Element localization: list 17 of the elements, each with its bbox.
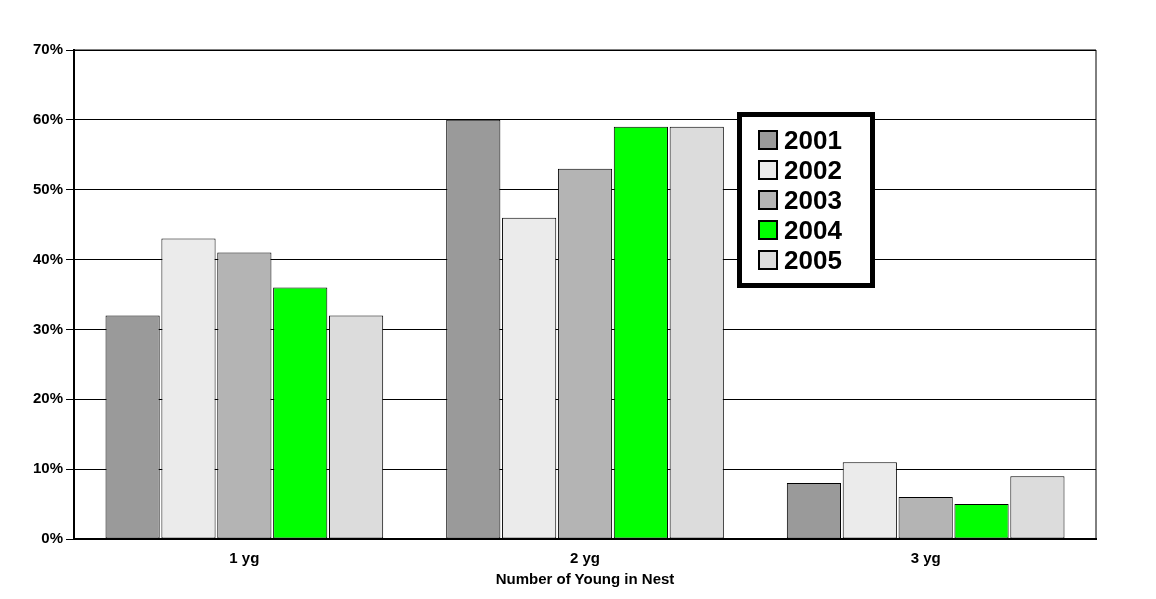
legend-label: 2005 xyxy=(784,245,842,275)
y-tick-label: 20% xyxy=(32,389,64,407)
legend-label: 2002 xyxy=(784,155,842,185)
legend-label: 2001 xyxy=(784,125,842,155)
y-tick-label: 50% xyxy=(32,179,64,197)
y-tick-label: 10% xyxy=(32,459,64,477)
x-tick-label: 2 yg xyxy=(570,549,601,567)
legend-label: 2004 xyxy=(784,215,842,245)
y-tick-label: 70% xyxy=(32,40,64,58)
x-axis-title: Number of Young in Nest xyxy=(495,570,675,588)
y-tick-label: 60% xyxy=(32,110,64,127)
y-tick-label: 0% xyxy=(41,529,64,547)
x-tick-label: 1 yg xyxy=(229,549,260,567)
y-tick-label: 30% xyxy=(32,319,64,337)
y-tick-label: 40% xyxy=(32,249,64,267)
x-tick-label: 3 yg xyxy=(910,549,941,567)
legend-label: 2003 xyxy=(784,185,842,215)
